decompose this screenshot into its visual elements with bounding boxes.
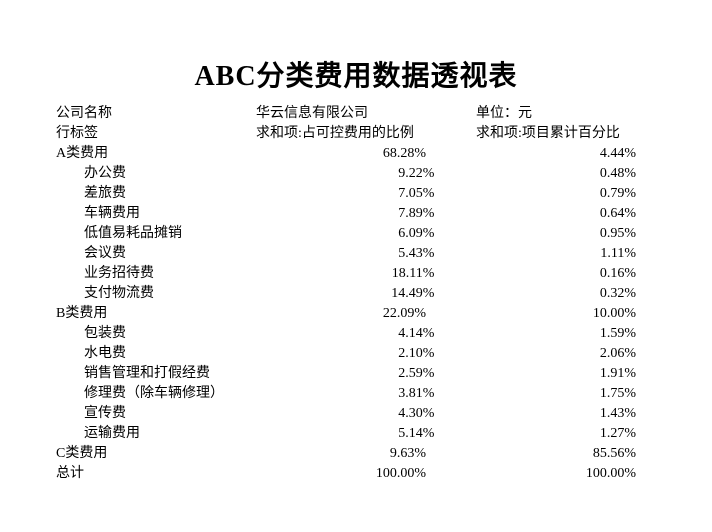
row-label: 业务招待费	[56, 264, 273, 284]
row-value-cumulative: 0.32%	[484, 284, 656, 304]
row-value-ratio: 3.81%	[273, 384, 484, 404]
table-row: 总计100.00%100.00%	[56, 464, 656, 484]
row-value-ratio: 18.11%	[273, 264, 484, 284]
table-row: 办公费9.22%0.48%	[56, 164, 656, 184]
row-value-ratio: 9.63%	[256, 444, 476, 464]
table-row: 支付物流费14.49%0.32%	[56, 284, 656, 304]
row-value-ratio: 7.89%	[273, 204, 484, 224]
row-value-ratio: 68.28%	[256, 144, 476, 164]
row-value-ratio: 7.05%	[273, 184, 484, 204]
row-label: A类费用	[56, 144, 256, 164]
table-row: 会议费5.43%1.11%	[56, 244, 656, 264]
row-label: 低值易耗品摊销	[56, 224, 273, 244]
row-value-cumulative: 4.44%	[476, 144, 656, 164]
row-label: B类费用	[56, 304, 256, 324]
row-label: 运输费用	[56, 424, 273, 444]
table-row: A类费用68.28%4.44%	[56, 144, 656, 164]
row-value-cumulative: 1.43%	[484, 404, 656, 424]
row-value-cumulative: 1.59%	[484, 324, 656, 344]
table-row: 业务招待费18.11%0.16%	[56, 264, 656, 284]
row-label: 水电费	[56, 344, 273, 364]
header-col2: 求和项:项目累计百分比	[476, 124, 656, 144]
table-row: 差旅费7.05%0.79%	[56, 184, 656, 204]
row-value-ratio: 4.30%	[273, 404, 484, 424]
row-value-ratio: 22.09%	[256, 304, 476, 324]
table-row: 包装费4.14%1.59%	[56, 324, 656, 344]
row-label: 修理费（除车辆修理）	[56, 384, 273, 404]
table-row: 销售管理和打假经费2.59%1.91%	[56, 364, 656, 384]
table-row: 宣传费4.30%1.43%	[56, 404, 656, 424]
table-row: 水电费2.10%2.06%	[56, 344, 656, 364]
row-value-cumulative: 1.75%	[484, 384, 656, 404]
row-value-ratio: 2.59%	[273, 364, 484, 384]
row-value-cumulative: 0.16%	[484, 264, 656, 284]
row-label: 会议费	[56, 244, 273, 264]
row-value-cumulative: 10.00%	[476, 304, 656, 324]
row-label: 支付物流费	[56, 284, 273, 304]
header-row: 行标签 求和项:占可控费用的比例 求和项:项目累计百分比	[56, 124, 656, 144]
row-value-cumulative: 2.06%	[484, 344, 656, 364]
table-row: C类费用9.63%85.56%	[56, 444, 656, 464]
row-value-ratio: 6.09%	[273, 224, 484, 244]
row-value-ratio: 100.00%	[256, 464, 476, 484]
company-label: 公司名称	[56, 104, 256, 124]
row-value-cumulative: 1.91%	[484, 364, 656, 384]
row-value-ratio: 14.49%	[273, 284, 484, 304]
row-value-ratio: 5.43%	[273, 244, 484, 264]
row-label: 车辆费用	[56, 204, 273, 224]
row-value-cumulative: 100.00%	[476, 464, 656, 484]
row-value-ratio: 5.14%	[273, 424, 484, 444]
row-value-ratio: 9.22%	[273, 164, 484, 184]
row-label: 总计	[56, 464, 256, 484]
row-value-cumulative: 0.95%	[484, 224, 656, 244]
row-value-cumulative: 0.48%	[484, 164, 656, 184]
header-row-label: 行标签	[56, 124, 256, 144]
row-label: 宣传费	[56, 404, 273, 424]
row-value-cumulative: 1.11%	[484, 244, 656, 264]
table-row: 修理费（除车辆修理）3.81%1.75%	[56, 384, 656, 404]
row-value-ratio: 2.10%	[273, 344, 484, 364]
row-label: 包装费	[56, 324, 273, 344]
unit-label: 单位：元	[476, 104, 656, 124]
company-value: 华云信息有限公司	[256, 104, 476, 124]
row-label: 销售管理和打假经费	[56, 364, 273, 384]
row-value-cumulative: 1.27%	[484, 424, 656, 444]
table-row: 低值易耗品摊销6.09%0.95%	[56, 224, 656, 244]
table-row: 运输费用5.14%1.27%	[56, 424, 656, 444]
page-title: ABC分类费用数据透视表	[56, 54, 656, 94]
table-row: B类费用22.09%10.00%	[56, 304, 656, 324]
row-value-cumulative: 0.79%	[484, 184, 656, 204]
header-col1: 求和项:占可控费用的比例	[256, 124, 476, 144]
page-container: ABC分类费用数据透视表 公司名称 华云信息有限公司 单位：元 行标签 求和项:…	[0, 0, 712, 484]
meta-row: 公司名称 华云信息有限公司 单位：元	[56, 104, 656, 124]
row-label: 办公费	[56, 164, 273, 184]
table-row: 车辆费用7.89%0.64%	[56, 204, 656, 224]
row-value-cumulative: 0.64%	[484, 204, 656, 224]
table-body: A类费用68.28%4.44%办公费9.22%0.48%差旅费7.05%0.79…	[56, 144, 656, 484]
row-value-cumulative: 85.56%	[476, 444, 656, 464]
row-value-ratio: 4.14%	[273, 324, 484, 344]
row-label: 差旅费	[56, 184, 273, 204]
row-label: C类费用	[56, 444, 256, 464]
